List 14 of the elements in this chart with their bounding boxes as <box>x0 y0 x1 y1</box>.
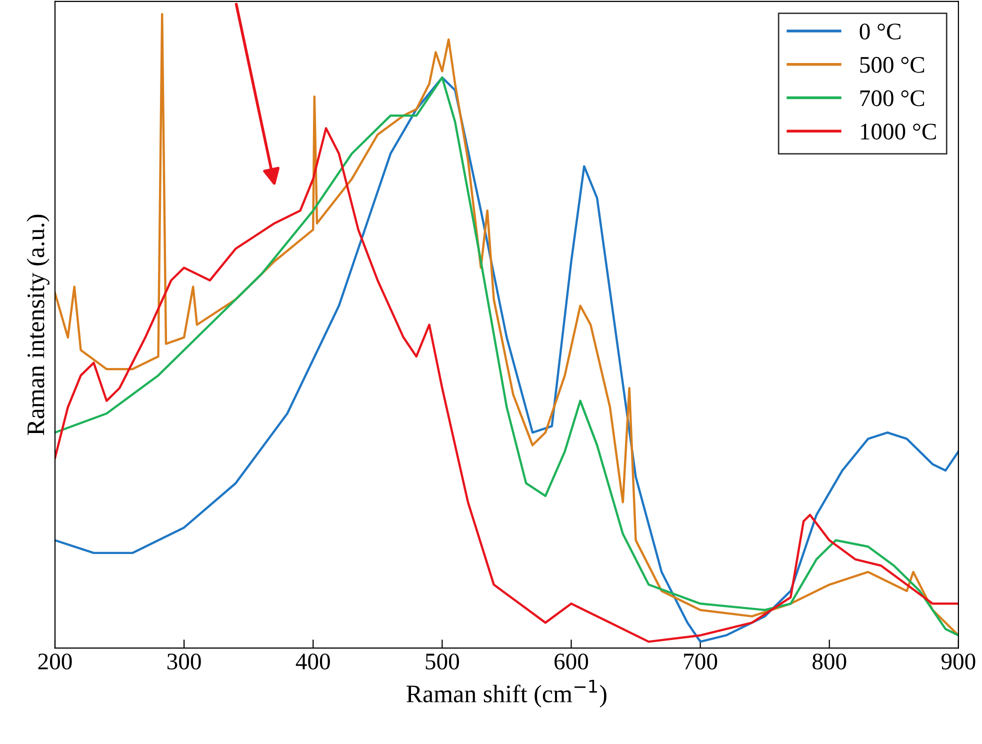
x-tick-label: 800 <box>812 654 846 670</box>
x-tick-label: 900 <box>941 654 976 670</box>
x-tick-label: 400 <box>296 654 330 670</box>
legend-label: 700 °C <box>860 90 924 106</box>
x-axis-title: Raman shift (cm$^{−1}$) <box>406 680 606 708</box>
y-axis-title: Raman intensity (a.u.) <box>26 214 50 436</box>
legend-label: 500 °C <box>860 56 924 73</box>
x-tick-label: 500 <box>426 654 459 670</box>
x-tick-label: 200 <box>38 654 72 670</box>
x-tick-label: 600 <box>554 654 588 670</box>
x-tick-label: 300 <box>167 654 201 670</box>
legend-label: 1000 °C <box>860 124 936 140</box>
legend-label: 0 °C <box>860 24 900 40</box>
x-tick-label: 700 <box>684 654 718 670</box>
